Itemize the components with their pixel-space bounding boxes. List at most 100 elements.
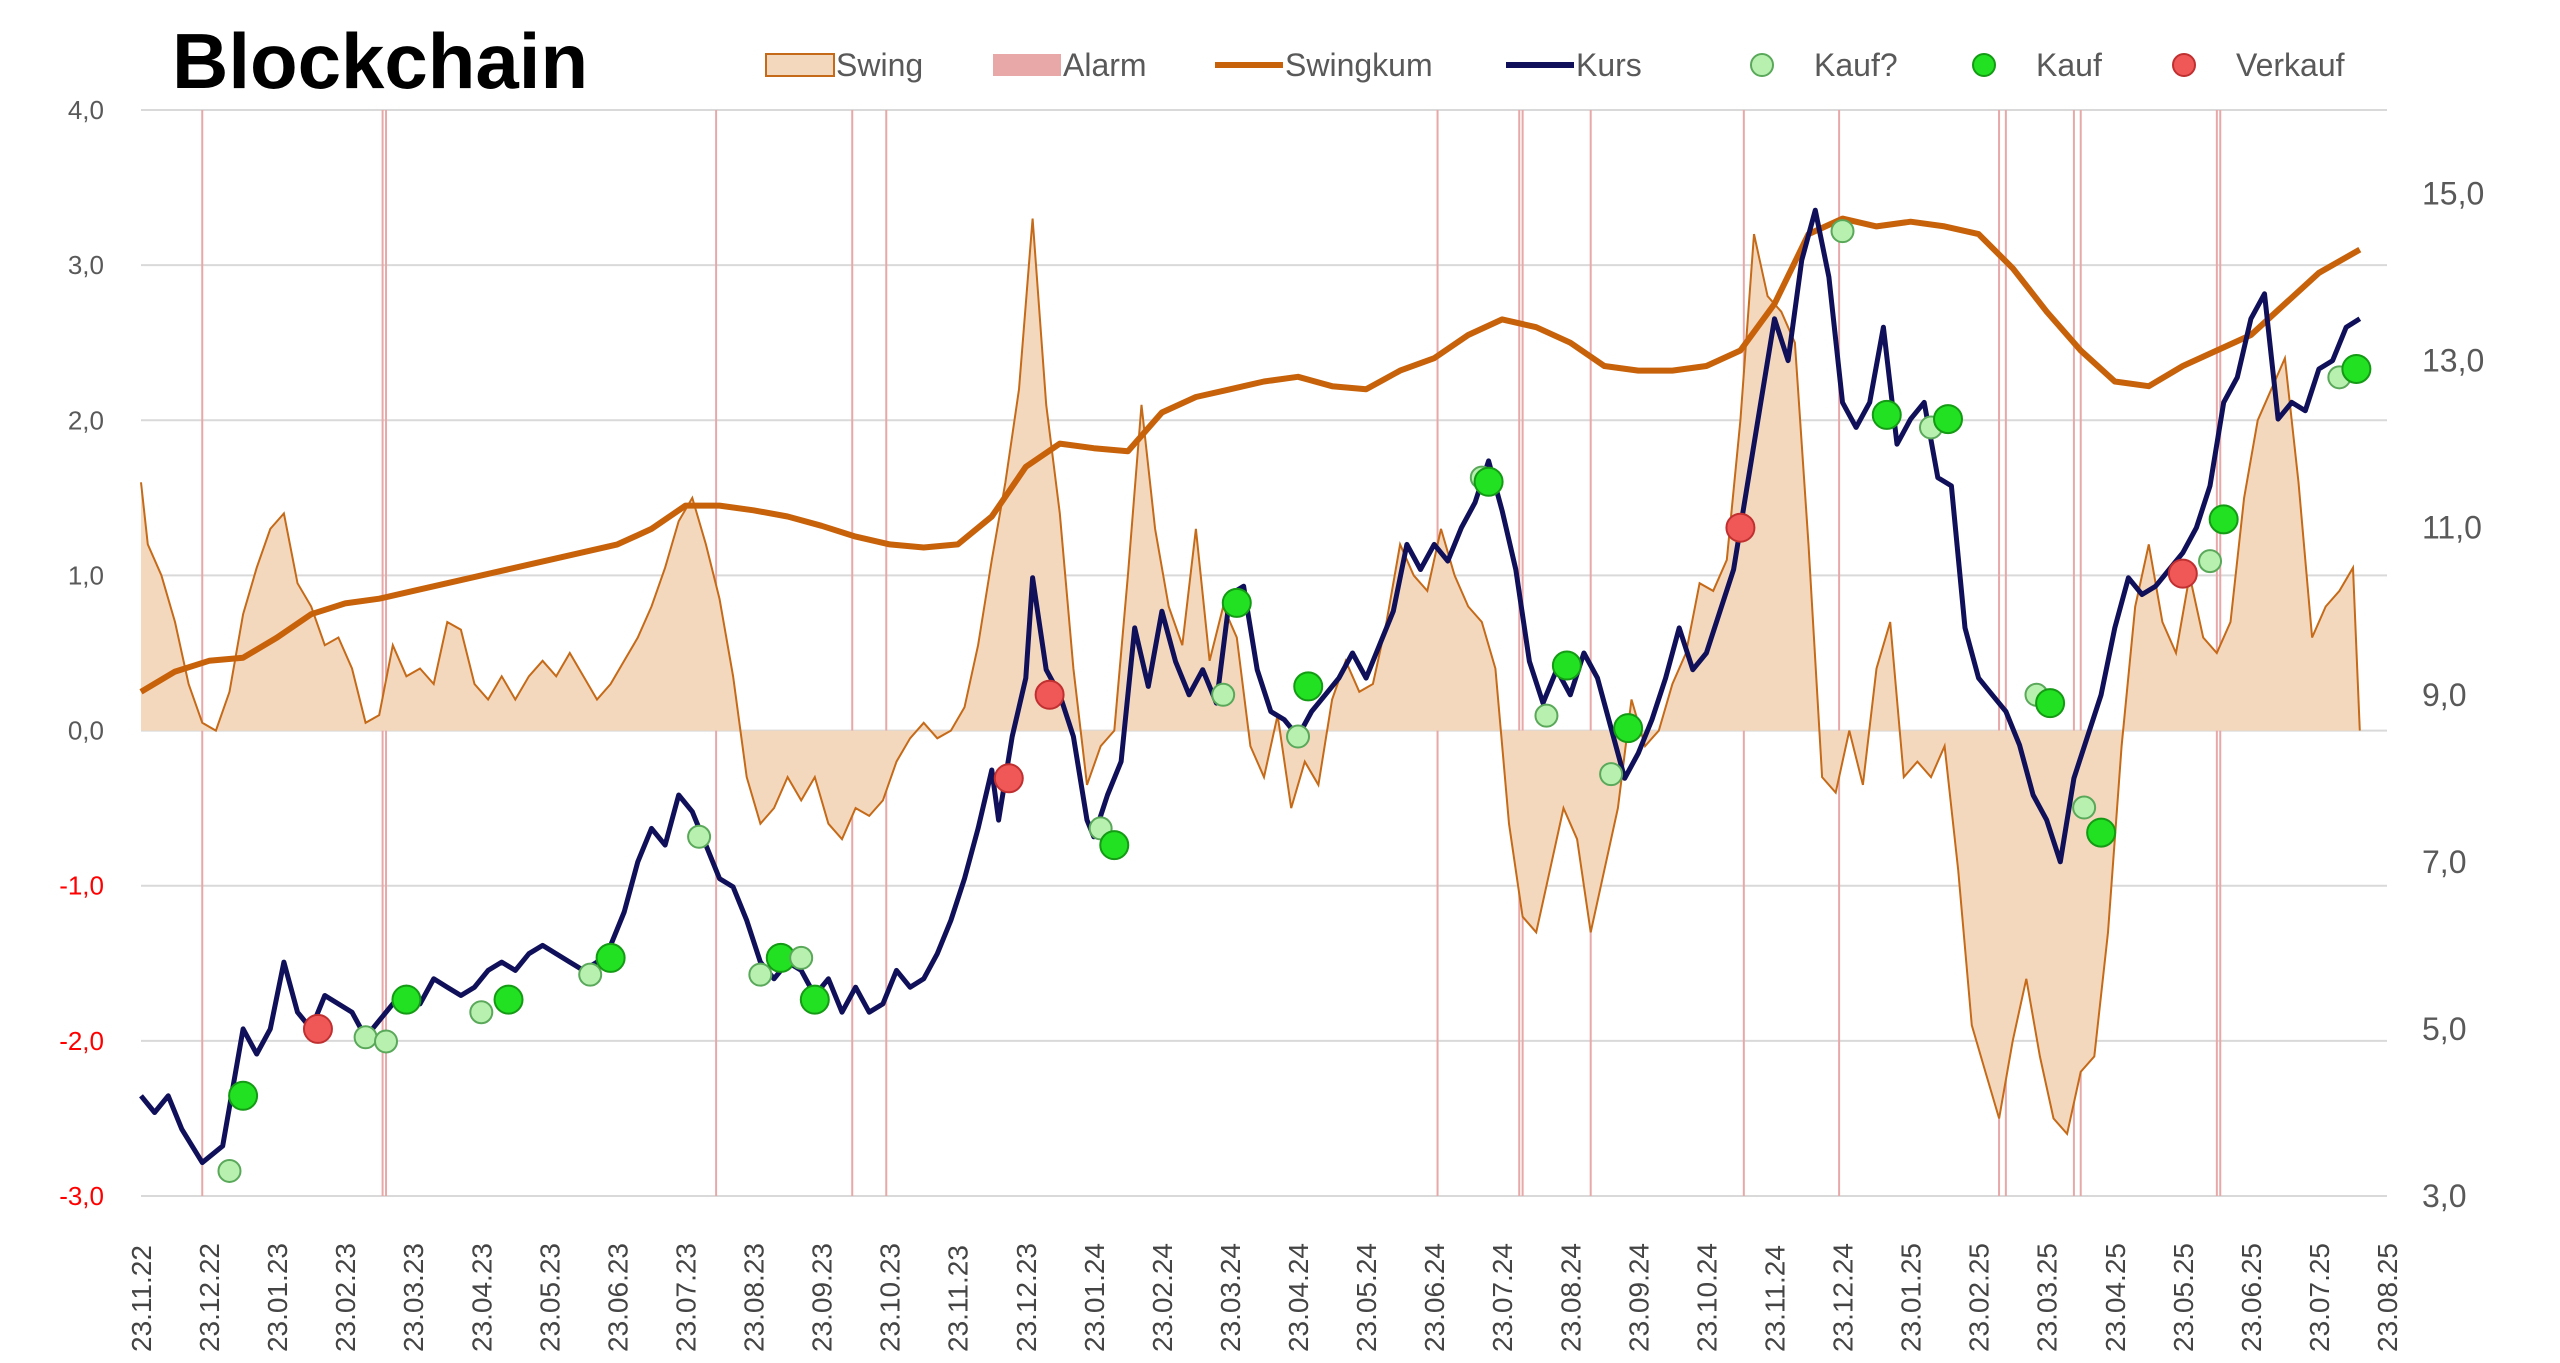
- legend-label: Swing: [836, 47, 923, 83]
- left-tick-label: 4,0: [68, 95, 104, 125]
- x-tick-label: 23.07.23: [670, 1243, 701, 1352]
- kauf-question-marker: [469, 1000, 494, 1025]
- kauf-question-marker: [578, 962, 603, 987]
- x-tick-label: 23.04.23: [466, 1243, 497, 1352]
- legend-label: Swingkum: [1285, 47, 1433, 83]
- kauf-question-marker: [2072, 795, 2097, 820]
- x-tick-label: 23.10.23: [875, 1243, 906, 1352]
- x-tick-label: 23.11.24: [1759, 1245, 1790, 1352]
- legend-item-swing[interactable]: Swing: [765, 47, 923, 83]
- kauf-marker: [595, 942, 626, 973]
- verkauf-marker: [302, 1013, 333, 1044]
- right-tick-label: 15,0: [2422, 176, 2484, 212]
- legend-item-kurs[interactable]: Kurs: [1506, 47, 1642, 83]
- legend-item-alarm[interactable]: Alarm: [993, 47, 1147, 83]
- right-axis-ticks: 15,0 13,0 11,0 9,0 7,0 5,0 3,0: [2422, 176, 2484, 1214]
- x-tick-label: 23.08.24: [1555, 1243, 1586, 1352]
- kurs-line: [139, 207, 2362, 1166]
- alarm-swatch-icon: [993, 54, 1061, 76]
- x-axis-ticks: 23.11.22 23.12.22 23.01.23 23.02.23 23.03.23…: [126, 1243, 2403, 1352]
- kauf-marker: [2208, 504, 2239, 535]
- x-tick-label: 23.01.25: [1896, 1243, 1927, 1352]
- swing-area: [140, 218, 2361, 1137]
- kauf-marker: [2341, 353, 2372, 384]
- left-tick-label: 3,0: [68, 250, 104, 280]
- left-axis-ticks: 4,0 3,0 2,0 1,0 0,0 -1,0 -2,0 -3,0: [59, 95, 104, 1211]
- kauf-marker: [1473, 466, 1504, 497]
- swing-outline: [140, 218, 2361, 1137]
- kauf-marker: [493, 984, 524, 1015]
- kauf-marker: [2086, 817, 2117, 848]
- x-tick-label: 23.03.24: [1215, 1243, 1246, 1352]
- kauf-marker: [1293, 671, 1324, 702]
- x-tick-label: 23.09.24: [1623, 1243, 1654, 1352]
- swingkum-line: [139, 215, 2362, 695]
- x-tick-label: 23.11.23: [943, 1245, 974, 1352]
- legend-item-kauf[interactable]: Kauf: [1972, 47, 2102, 83]
- left-tick-label: -3,0: [59, 1181, 104, 1211]
- kauf-question-marker: [687, 824, 712, 849]
- x-tick-label: 23.09.23: [807, 1243, 838, 1352]
- x-tick-label: 23.01.24: [1079, 1243, 1110, 1352]
- legend-label: Verkauf: [2236, 47, 2345, 83]
- x-tick-label: 23.03.25: [2032, 1243, 2063, 1352]
- left-tick-label: 0,0: [68, 716, 104, 746]
- kauf-question-marker: [1830, 219, 1855, 244]
- legend-label: Alarm: [1063, 47, 1147, 83]
- x-tick-label: 23.06.24: [1419, 1243, 1450, 1352]
- right-tick-label: 3,0: [2422, 1178, 2466, 1214]
- kauf-question-marker: [748, 962, 773, 987]
- kauf-marker: [1933, 404, 1964, 435]
- kauf-marker: [1551, 650, 1582, 681]
- x-tick-label: 23.04.24: [1283, 1243, 1314, 1352]
- x-tick-label: 23.03.23: [398, 1243, 429, 1352]
- legend-label: Kauf?: [1814, 47, 1898, 83]
- x-tick-label: 23.02.25: [1964, 1243, 1995, 1352]
- legend-item-verkauf[interactable]: Verkauf: [2172, 47, 2345, 83]
- left-tick-label: -1,0: [59, 871, 104, 901]
- x-tick-label: 23.02.24: [1147, 1243, 1178, 1352]
- right-tick-label: 13,0: [2422, 343, 2484, 379]
- left-tick-label: -2,0: [59, 1026, 104, 1056]
- kauf-marker: [2035, 688, 2066, 719]
- signal-markers: [217, 219, 2372, 1183]
- x-tick-label: 23.11.22: [126, 1245, 157, 1352]
- x-tick-label: 23.07.25: [2304, 1243, 2335, 1352]
- legend-item-kauf_q[interactable]: Kauf?: [1750, 47, 1898, 83]
- kauf-marker: [1221, 587, 1252, 618]
- kurs-path: [139, 207, 2362, 1166]
- right-tick-label: 9,0: [2422, 677, 2466, 713]
- legend-item-swingkum[interactable]: Swingkum: [1215, 47, 1433, 83]
- x-tick-label: 23.06.23: [602, 1243, 633, 1352]
- x-tick-label: 23.08.23: [739, 1243, 770, 1352]
- kauf-question-marker: [1599, 762, 1624, 787]
- kauf-question-marker: [1211, 682, 1236, 707]
- kauf-swatch-icon: [1972, 53, 1996, 77]
- kauf-question-marker: [217, 1158, 242, 1183]
- verkauf-marker: [1725, 512, 1756, 543]
- swingkum-path: [139, 215, 2362, 695]
- legend[interactable]: Swing Alarm Swingkum Kurs Kauf? Kauf Verkauf: [765, 47, 2345, 83]
- kauf-question-marker: [1534, 703, 1559, 728]
- left-tick-label: 1,0: [68, 560, 104, 590]
- x-tick-label: 23.12.23: [1011, 1243, 1042, 1352]
- x-tick-label: 23.02.23: [330, 1243, 361, 1352]
- right-tick-label: 11,0: [2422, 510, 2482, 546]
- x-tick-label: 23.05.25: [2168, 1243, 2199, 1352]
- x-tick-label: 23.07.24: [1487, 1243, 1518, 1352]
- verkauf-swatch-icon: [2172, 53, 2196, 77]
- x-tick-label: 23.06.25: [2236, 1243, 2267, 1352]
- x-tick-label: 23.01.23: [262, 1243, 293, 1352]
- x-tick-label: 23.04.25: [2100, 1243, 2131, 1352]
- x-tick-label: 23.05.24: [1351, 1243, 1382, 1352]
- kauf-question-marker: [374, 1029, 399, 1054]
- x-tick-label: 23.05.23: [534, 1243, 565, 1352]
- kauf-marker: [799, 984, 830, 1015]
- kauf-question-marker: [789, 945, 814, 970]
- verkauf-marker: [2167, 558, 2198, 589]
- kauf-question-marker: [2198, 549, 2223, 574]
- kauf-marker: [228, 1080, 259, 1111]
- kauf-question-marker: [353, 1025, 378, 1050]
- right-tick-label: 5,0: [2422, 1011, 2466, 1047]
